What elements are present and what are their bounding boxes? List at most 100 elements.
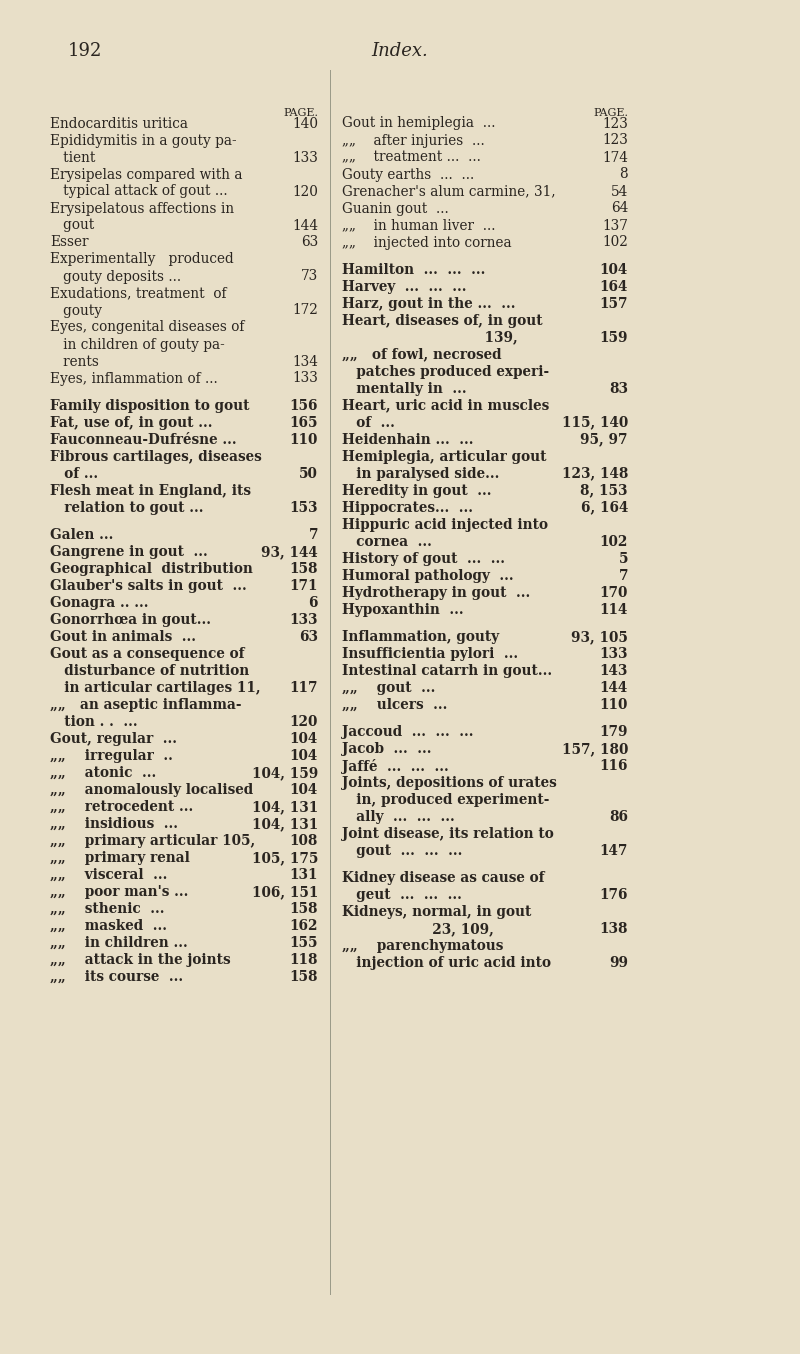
Text: Experimentally   produced: Experimentally produced (50, 252, 234, 267)
Text: 144: 144 (292, 218, 318, 233)
Text: 63: 63 (301, 236, 318, 249)
Text: „„    in human liver  ...: „„ in human liver ... (342, 218, 495, 233)
Text: Flesh meat in England, its: Flesh meat in England, its (50, 483, 251, 498)
Text: Insufficientia pylori  ...: Insufficientia pylori ... (342, 647, 518, 661)
Text: 63: 63 (299, 630, 318, 645)
Text: injection of uric acid into: injection of uric acid into (342, 956, 551, 971)
Text: Hippuric acid injected into: Hippuric acid injected into (342, 517, 548, 532)
Text: Index.: Index. (372, 42, 428, 60)
Text: ally  ...  ...  ...: ally ... ... ... (342, 810, 454, 825)
Text: 165: 165 (290, 416, 318, 429)
Text: 137: 137 (602, 218, 628, 233)
Text: Humoral pathology  ...: Humoral pathology ... (342, 569, 514, 582)
Text: Gouty earths  ...  ...: Gouty earths ... ... (342, 168, 474, 181)
Text: 117: 117 (290, 681, 318, 695)
Text: „„    its course  ...: „„ its course ... (50, 969, 183, 984)
Text: 133: 133 (292, 371, 318, 386)
Text: Gout in hemiplegia  ...: Gout in hemiplegia ... (342, 116, 495, 130)
Text: of  ...: of ... (342, 416, 395, 429)
Text: Jacob  ...  ...: Jacob ... ... (342, 742, 431, 756)
Text: Epididymitis in a gouty pa-: Epididymitis in a gouty pa- (50, 134, 237, 148)
Text: Gout as a consequence of: Gout as a consequence of (50, 647, 245, 661)
Text: „„    in children ...: „„ in children ... (50, 936, 188, 951)
Text: 120: 120 (292, 184, 318, 199)
Text: 164: 164 (600, 280, 628, 294)
Text: PAGE.: PAGE. (593, 108, 628, 118)
Text: 123: 123 (602, 134, 628, 148)
Text: „„    parenchymatous: „„ parenchymatous (342, 940, 503, 953)
Text: gout: gout (50, 218, 94, 233)
Text: patches produced experi-: patches produced experi- (342, 364, 549, 379)
Text: „„    visceral  ...: „„ visceral ... (50, 868, 167, 881)
Text: 104: 104 (290, 733, 318, 746)
Text: Intestinal catarrh in gout...: Intestinal catarrh in gout... (342, 663, 552, 678)
Text: History of gout  ...  ...: History of gout ... ... (342, 551, 505, 566)
Text: mentally in  ...: mentally in ... (342, 382, 466, 395)
Text: 8, 153: 8, 153 (581, 483, 628, 498)
Text: 133: 133 (290, 613, 318, 627)
Text: 104: 104 (290, 783, 318, 798)
Text: tient: tient (50, 150, 95, 164)
Text: typical attack of gout ...: typical attack of gout ... (50, 184, 228, 199)
Text: Guanin gout  ...: Guanin gout ... (342, 202, 449, 215)
Text: 110: 110 (290, 433, 318, 447)
Text: „„    treatment ...  ...: „„ treatment ... ... (342, 150, 481, 164)
Text: 93, 144: 93, 144 (262, 544, 318, 559)
Text: Kidneys, normal, in gout: Kidneys, normal, in gout (342, 906, 531, 919)
Text: Hamilton  ...  ...  ...: Hamilton ... ... ... (342, 263, 486, 276)
Text: 156: 156 (290, 398, 318, 413)
Text: „„    poor man's ...: „„ poor man's ... (50, 886, 188, 899)
Text: in, produced experiment-: in, produced experiment- (342, 793, 550, 807)
Text: Fat, use of, in gout ...: Fat, use of, in gout ... (50, 416, 213, 429)
Text: disturbance of nutrition: disturbance of nutrition (50, 663, 250, 678)
Text: 172: 172 (292, 303, 318, 317)
Text: 157, 180: 157, 180 (562, 742, 628, 756)
Text: 116: 116 (599, 760, 628, 773)
Text: Family disposition to gout: Family disposition to gout (50, 398, 250, 413)
Text: Jaffé  ...  ...  ...: Jaffé ... ... ... (342, 760, 449, 774)
Text: „„    primary articular 105,: „„ primary articular 105, (50, 834, 255, 848)
Text: „„    irregular  ..: „„ irregular .. (50, 749, 173, 762)
Text: 120: 120 (290, 715, 318, 728)
Text: 158: 158 (290, 562, 318, 575)
Text: Kidney disease as cause of: Kidney disease as cause of (342, 872, 545, 886)
Text: Erysipelatous affections in: Erysipelatous affections in (50, 202, 234, 215)
Text: 155: 155 (290, 936, 318, 951)
Text: 158: 158 (290, 902, 318, 915)
Text: „„    anomalously localised: „„ anomalously localised (50, 783, 254, 798)
Text: „„   of fowl, necrosed: „„ of fowl, necrosed (342, 348, 502, 362)
Text: Heidenhain ...  ...: Heidenhain ... ... (342, 433, 474, 447)
Text: Heredity in gout  ...: Heredity in gout ... (342, 483, 491, 498)
Text: 192: 192 (68, 42, 102, 60)
Text: 86: 86 (609, 810, 628, 825)
Text: Inflammation, gouty: Inflammation, gouty (342, 630, 499, 645)
Text: relation to gout ...: relation to gout ... (50, 501, 203, 515)
Text: 174: 174 (602, 150, 628, 164)
Text: Fibrous cartilages, diseases: Fibrous cartilages, diseases (50, 450, 262, 463)
Text: 139,: 139, (342, 330, 518, 345)
Text: Hypoxanthin  ...: Hypoxanthin ... (342, 603, 464, 616)
Text: „„    ulcers  ...: „„ ulcers ... (342, 697, 447, 712)
Text: in children of gouty pa-: in children of gouty pa- (50, 337, 225, 352)
Text: Eyes, inflammation of ...: Eyes, inflammation of ... (50, 371, 218, 386)
Text: „„    attack in the joints: „„ attack in the joints (50, 953, 230, 967)
Text: geut  ...  ...  ...: geut ... ... ... (342, 888, 462, 902)
Text: Hippocrates...  ...: Hippocrates... ... (342, 501, 473, 515)
Text: Hydrotherapy in gout  ...: Hydrotherapy in gout ... (342, 586, 530, 600)
Text: 95, 97: 95, 97 (581, 433, 628, 447)
Text: Exudations, treatment  of: Exudations, treatment of (50, 287, 226, 301)
Text: 102: 102 (600, 535, 628, 548)
Text: 23, 109,: 23, 109, (342, 922, 494, 937)
Text: 143: 143 (600, 663, 628, 678)
Text: 54: 54 (610, 184, 628, 199)
Text: Geographical  distribution: Geographical distribution (50, 562, 253, 575)
Text: Heart, uric acid in muscles: Heart, uric acid in muscles (342, 398, 550, 413)
Text: 123, 148: 123, 148 (562, 467, 628, 481)
Text: 115, 140: 115, 140 (562, 416, 628, 429)
Text: Joints, depositions of urates: Joints, depositions of urates (342, 776, 557, 791)
Text: Fauconneau-Dufrésne ...: Fauconneau-Dufrésne ... (50, 433, 237, 447)
Text: Gout, regular  ...: Gout, regular ... (50, 733, 177, 746)
Text: Gangrene in gout  ...: Gangrene in gout ... (50, 544, 213, 559)
Text: „„    atonic  ...: „„ atonic ... (50, 766, 156, 780)
Text: 64: 64 (610, 202, 628, 215)
